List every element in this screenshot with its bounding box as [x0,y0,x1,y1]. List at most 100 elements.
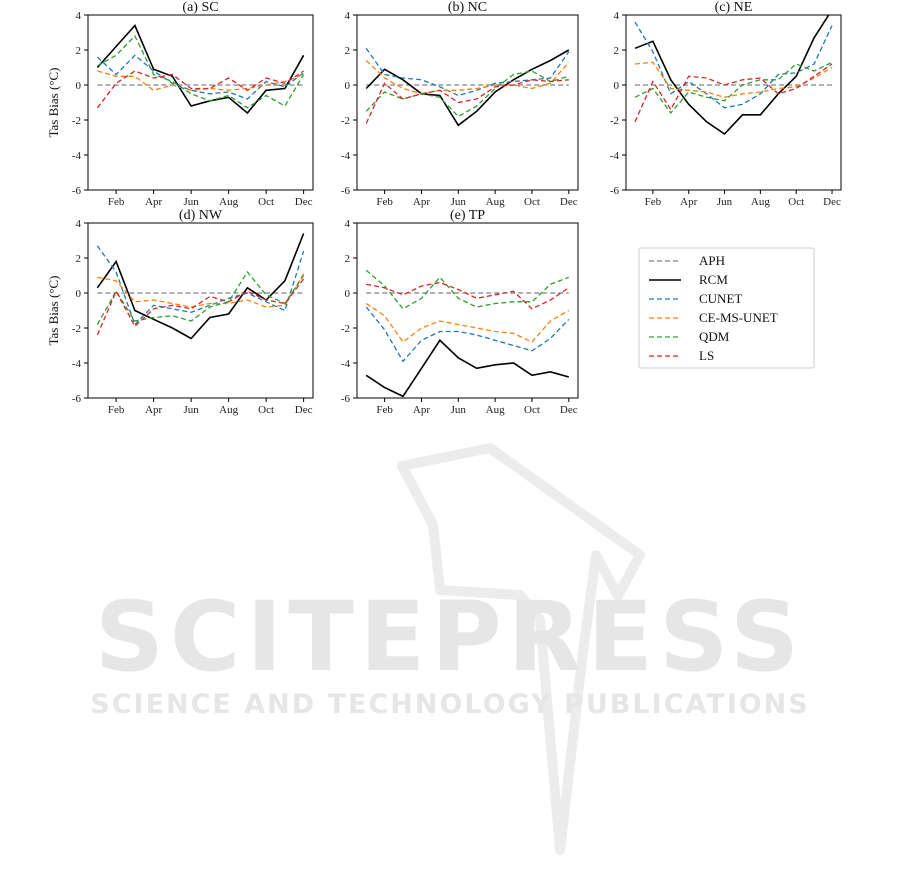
series-line-ls [96,278,305,336]
x-tick-label: Jun [183,404,199,416]
y-tick-label: -6 [341,185,351,197]
watermark-logo-mark [397,443,645,855]
x-tick-label: Dec [295,404,313,416]
watermark: SCITEPRESS SCIENCE AND TECHNOLOGY PUBLIC… [90,443,809,855]
x-tick-label: Feb [108,196,125,208]
series-line-ce-ms-unet [97,273,305,308]
series-line-ls [365,79,569,124]
watermark-main-text: SCITEPRESS [95,581,805,693]
y-tick-label: -6 [610,185,620,197]
series-line-rcm [365,49,570,127]
legend-label-ls: LS [699,348,714,363]
y-tick-label: -4 [72,358,82,370]
watermark-sub-text: SCIENCE AND TECHNOLOGY PUBLICATIONS [90,689,809,720]
x-tick-label: Dec [560,404,578,416]
y-tick-label: 0 [345,288,351,300]
panel-title: (a) SC [182,0,218,15]
panel-title: (c) NE [715,0,753,15]
y-tick-label: -4 [341,150,351,162]
x-tick-label: Oct [258,404,274,416]
y-tick-label: 4 [345,10,351,22]
y-tick-label: 2 [76,45,82,57]
y-tick-label: 4 [345,218,351,230]
panel-dnw: (d) NW -6 -4 -2 0 2 4 Feb Apr Jun Aug Oct Dec Tas Bia… [46,208,314,416]
series-line-cunet [365,306,570,363]
x-tick-label: Feb [376,404,393,416]
legend-box [638,247,815,369]
y-tick-label: 2 [345,45,351,57]
panel-asc: (a) SC -6 -4 -2 0 2 4 Feb Apr Jun Aug Oct Dec Tas Bia… [46,0,314,208]
series-line-qdm [365,70,569,118]
series-line-cunet [96,54,304,100]
panel-title: (e) TP [450,208,485,223]
series-line-qdm [97,34,305,109]
legend-label-qdm: QDM [699,329,730,344]
x-tick-label: Feb [645,196,662,208]
series-line-ls [366,281,570,310]
x-tick-label: Apr [145,404,162,416]
panel-bnc: (b) NC -6 -4 -2 0 2 4 Feb Apr Jun Aug Oct Dec [341,0,579,208]
y-tick-label: -6 [72,393,82,405]
plot-frame [87,14,314,191]
y-axis-label: Tas Bias (°C) [46,275,61,345]
x-tick-label: Jun [451,404,467,416]
legend-label-ce-ms-unet: CE-MS-UNET [699,310,778,325]
y-tick-label: -4 [610,150,620,162]
series-line-cunet [634,21,833,109]
chart-panels: (a) SC -6 -4 -2 0 2 4 Feb Apr Jun Aug Oct Dec Tas Bia… [46,0,842,416]
series-line-rcm [96,233,305,340]
y-tick-label: -2 [341,323,350,335]
x-tick-label: Aug [219,404,238,416]
series-line-ce-ms-unet [634,61,833,98]
x-tick-label: Aug [751,196,770,208]
x-tick-label: Apr [680,196,697,208]
plot-frame [87,222,314,399]
series-line-cunet [96,245,305,326]
y-tick-label: -6 [72,185,82,197]
series-line-rcm [634,15,830,136]
panel-title: (b) NC [448,0,487,15]
y-tick-label: 0 [76,288,82,300]
series-line-ls [96,70,304,109]
y-axis-label: Tas Bias (°C) [46,67,61,137]
legend-label-aph: APH [699,253,725,268]
y-tick-label: -4 [72,150,82,162]
x-tick-label: Dec [823,196,841,208]
panel-etp: (e) TP -6 -4 -2 0 2 4 Feb Apr Jun Aug Oct Dec [341,208,579,416]
y-tick-label: 0 [76,80,82,92]
panel-cne: (c) NE -6 -4 -2 0 2 4 Feb Apr Jun Aug Oct Dec [610,0,842,208]
series-line-qdm [634,61,833,115]
series-line-rcm [365,339,570,398]
x-tick-label: Jun [183,196,199,208]
y-tick-label: -6 [341,393,351,405]
plot-frame [625,14,842,191]
panel-title: (d) NW [179,208,223,223]
series-line-cunet [365,47,570,97]
legend-label-rcm: RCM [699,272,728,287]
x-tick-label: Feb [376,196,393,208]
x-tick-label: Aug [486,404,505,416]
y-tick-label: -2 [72,323,81,335]
x-tick-label: Jun [451,196,467,208]
plot-frame [356,222,579,399]
x-tick-label: Apr [145,196,162,208]
series-line-qdm [365,269,570,310]
x-tick-label: Oct [524,196,540,208]
series-line-ce-ms-unet [365,302,570,343]
y-tick-label: -2 [610,115,619,127]
x-tick-label: Aug [219,196,238,208]
y-tick-label: 4 [76,218,82,230]
y-tick-label: 2 [345,253,351,265]
y-tick-label: 0 [345,80,351,92]
series-line-qdm [96,270,305,325]
x-tick-label: Dec [560,196,578,208]
y-tick-label: 2 [614,45,620,57]
legend: APH RCM CUNET CE-MS-UNET QDM LS [638,247,815,369]
y-tick-label: 2 [76,253,82,265]
plot-frame [356,14,579,191]
y-tick-label: -4 [341,358,351,370]
x-tick-label: Aug [486,196,505,208]
x-tick-label: Feb [108,404,125,416]
x-tick-label: Apr [413,404,430,416]
